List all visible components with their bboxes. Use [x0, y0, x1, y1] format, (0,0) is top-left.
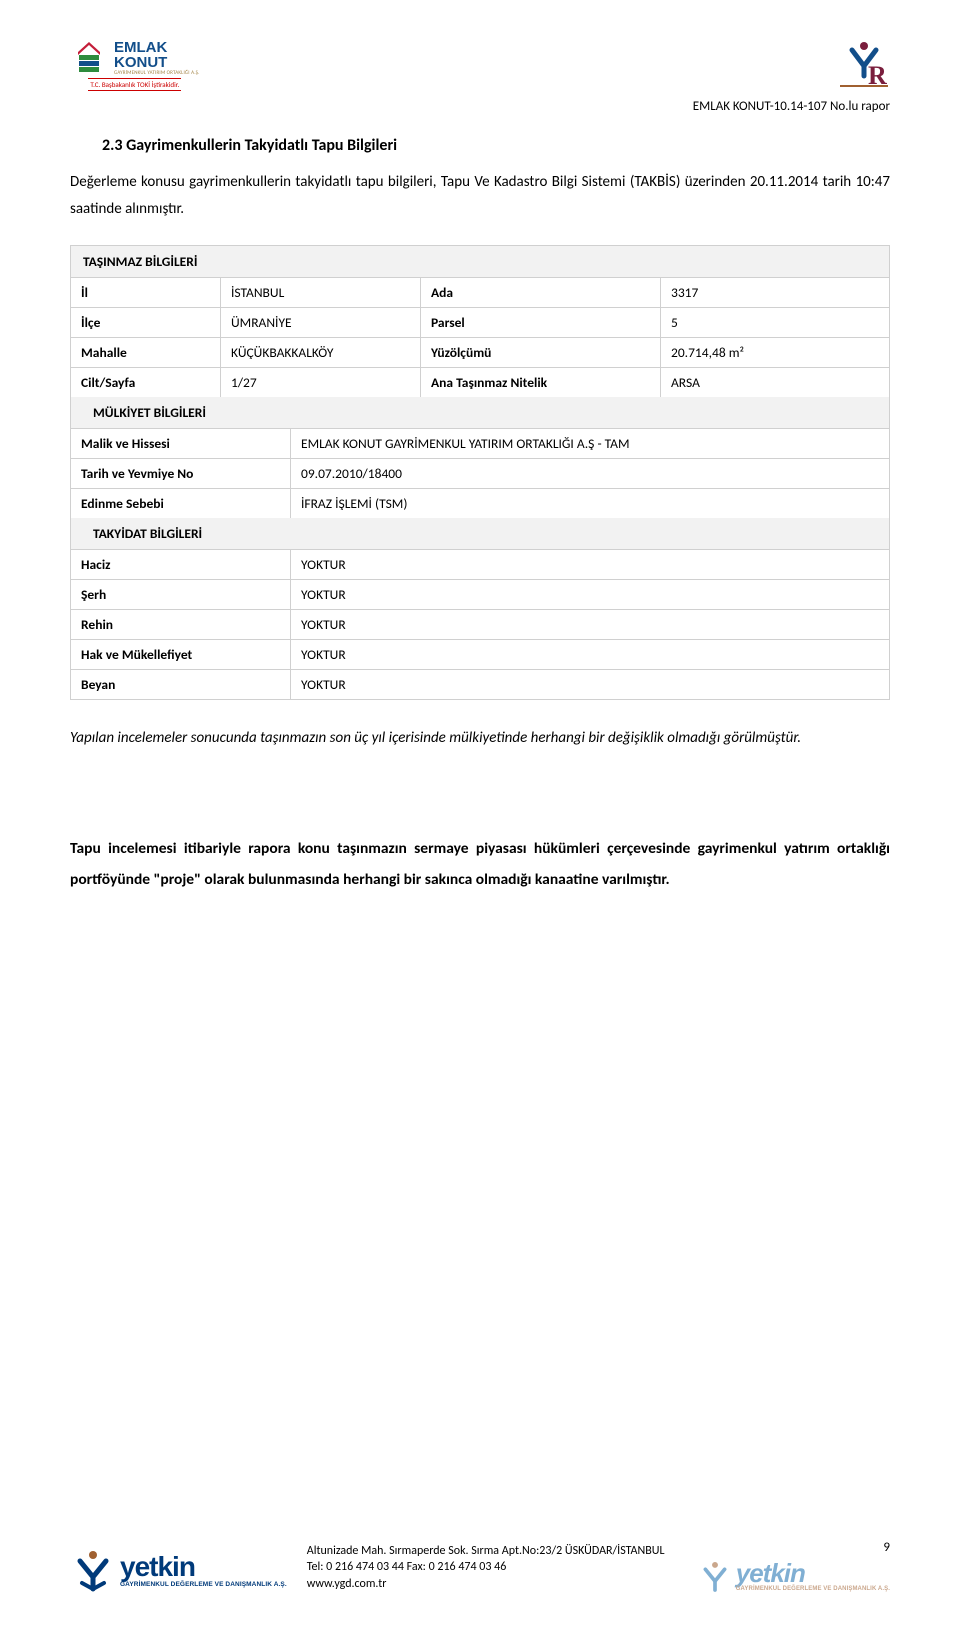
- cell-label: Mahalle: [71, 338, 221, 367]
- yetkin-logo: yetkin GAYRİMENKUL DEĞERLEME VE DANIŞMAN…: [70, 1547, 287, 1593]
- cell-value: YOKTUR: [291, 580, 889, 609]
- cell-label: İl: [71, 278, 221, 307]
- cell-value: YOKTUR: [291, 640, 889, 669]
- toki-label: T.C. Başbakanlık TOKİ İştirakidir.: [88, 78, 181, 91]
- logo-subtitle: GAYRİMENKUL YATIRIM ORTAKLIĞI A.Ş.: [114, 70, 200, 76]
- section-title: 2.3 Gayrimenkullerin Takyidatlı Tapu Bil…: [102, 136, 890, 155]
- address-line3: www.ygd.com.tr: [307, 1576, 698, 1593]
- cell-label: Ada: [421, 278, 661, 307]
- house-icon: [70, 41, 108, 75]
- cell-label: Malik ve Hissesi: [71, 429, 291, 458]
- table-row: ŞerhYOKTUR: [71, 580, 889, 610]
- table-group-mulkiyet: MÜLKİYET BİLGİLERİ: [71, 397, 889, 429]
- table-row: Cilt/Sayfa1/27Ana Taşınmaz NitelikARSA: [71, 368, 889, 397]
- page-footer: yetkin GAYRİMENKUL DEĞERLEME VE DANIŞMAN…: [70, 1540, 890, 1593]
- footer-address: Altunizade Mah. Sırmaperde Sok. Sırma Ap…: [307, 1543, 698, 1593]
- cell-value: YOKTUR: [291, 670, 889, 699]
- cell-value: 1/27: [221, 368, 421, 397]
- table-group-takyidat: TAKYİDAT BİLGİLERİ: [71, 518, 889, 550]
- cell-value: ÜMRANİYE: [221, 308, 421, 337]
- yetkin-watermark: yetkin GAYRİMENKUL DEĞERLEME VE DANIŞMAN…: [698, 1559, 890, 1593]
- cell-label: Cilt/Sayfa: [71, 368, 221, 397]
- cell-label: Ana Taşınmaz Nitelik: [421, 368, 661, 397]
- cell-value: İSTANBUL: [221, 278, 421, 307]
- yetkin-brand: yetkin: [120, 1553, 287, 1581]
- cell-value: ARSA: [661, 368, 889, 397]
- yr-logo: R: [838, 40, 890, 88]
- table-row: HacizYOKTUR: [71, 550, 889, 580]
- section-intro: Değerleme konusu gayrimenkullerin takyid…: [70, 169, 890, 223]
- yetkin-brand-sub: GAYRİMENKUL DEĞERLEME VE DANIŞMANLIK A.Ş…: [120, 1581, 287, 1588]
- logo-text-line1: EMLAK: [114, 40, 200, 55]
- page-number: 9: [883, 1540, 890, 1555]
- cell-label: Tarih ve Yevmiye No: [71, 459, 291, 488]
- table-row: İlİSTANBULAda3317: [71, 278, 889, 308]
- cell-label: Şerh: [71, 580, 291, 609]
- table-row: Hak ve MükellefiyetYOKTUR: [71, 640, 889, 670]
- cell-label: Beyan: [71, 670, 291, 699]
- property-info-table: TAŞINMAZ BİLGİLERİ İlİSTANBULAda3317İlçe…: [70, 245, 890, 700]
- yetkin-watermark-sub: GAYRİMENKUL DEĞERLEME VE DANIŞMANLIK A.Ş…: [736, 1586, 890, 1592]
- cell-value: 20.714,48 m²: [661, 338, 889, 367]
- table-row: Edinme SebebiİFRAZ İŞLEMİ (TSM): [71, 489, 889, 518]
- cell-label: Edinme Sebebi: [71, 489, 291, 518]
- table-row: RehinYOKTUR: [71, 610, 889, 640]
- cell-value: 09.07.2010/18400: [291, 459, 889, 488]
- cell-label: Hak ve Mükellefiyet: [71, 640, 291, 669]
- cell-value: 5: [661, 308, 889, 337]
- svg-text:R: R: [868, 61, 887, 88]
- table-group-tasinmaz: TAŞINMAZ BİLGİLERİ: [71, 246, 889, 278]
- yetkin-icon: [70, 1547, 116, 1593]
- logo-text-line2: KONUT: [114, 55, 200, 70]
- page-header: EMLAK KONUT GAYRİMENKUL YATIRIM ORTAKLIĞ…: [70, 40, 890, 91]
- italic-note: Yapılan incelemeler sonucunda taşınmazın…: [70, 724, 890, 753]
- table-row: Tarih ve Yevmiye No09.07.2010/18400: [71, 459, 889, 489]
- bold-note: Tapu incelemesi itibariyle rapora konu t…: [70, 833, 890, 895]
- cell-label: İlçe: [71, 308, 221, 337]
- emlak-konut-logo: EMLAK KONUT GAYRİMENKUL YATIRIM ORTAKLIĞ…: [70, 40, 200, 91]
- table-row: MahalleKÜÇÜKBAKKALKÖYYüzölçümü20.714,48 …: [71, 338, 889, 368]
- cell-label: Yüzölçümü: [421, 338, 661, 367]
- cell-value: YOKTUR: [291, 550, 889, 579]
- yetkin-watermark-brand: yetkin: [736, 1560, 890, 1586]
- yetkin-icon: [698, 1559, 732, 1593]
- cell-value: YOKTUR: [291, 610, 889, 639]
- cell-value: 3317: [661, 278, 889, 307]
- cell-value: KÜÇÜKBAKKALKÖY: [221, 338, 421, 367]
- cell-value: İFRAZ İŞLEMİ (TSM): [291, 489, 889, 518]
- cell-label: Parsel: [421, 308, 661, 337]
- table-row: İlçeÜMRANİYEParsel5: [71, 308, 889, 338]
- address-line2: Tel: 0 216 474 03 44 Fax: 0 216 474 03 4…: [307, 1559, 698, 1576]
- table-row: Malik ve HissesiEMLAK KONUT GAYRİMENKUL …: [71, 429, 889, 459]
- cell-value: EMLAK KONUT GAYRİMENKUL YATIRIM ORTAKLIĞ…: [291, 429, 889, 458]
- table-row: BeyanYOKTUR: [71, 670, 889, 699]
- report-id: EMLAK KONUT-10.14-107 No.lu rapor: [70, 99, 890, 114]
- cell-label: Haciz: [71, 550, 291, 579]
- address-line1: Altunizade Mah. Sırmaperde Sok. Sırma Ap…: [307, 1543, 698, 1560]
- cell-label: Rehin: [71, 610, 291, 639]
